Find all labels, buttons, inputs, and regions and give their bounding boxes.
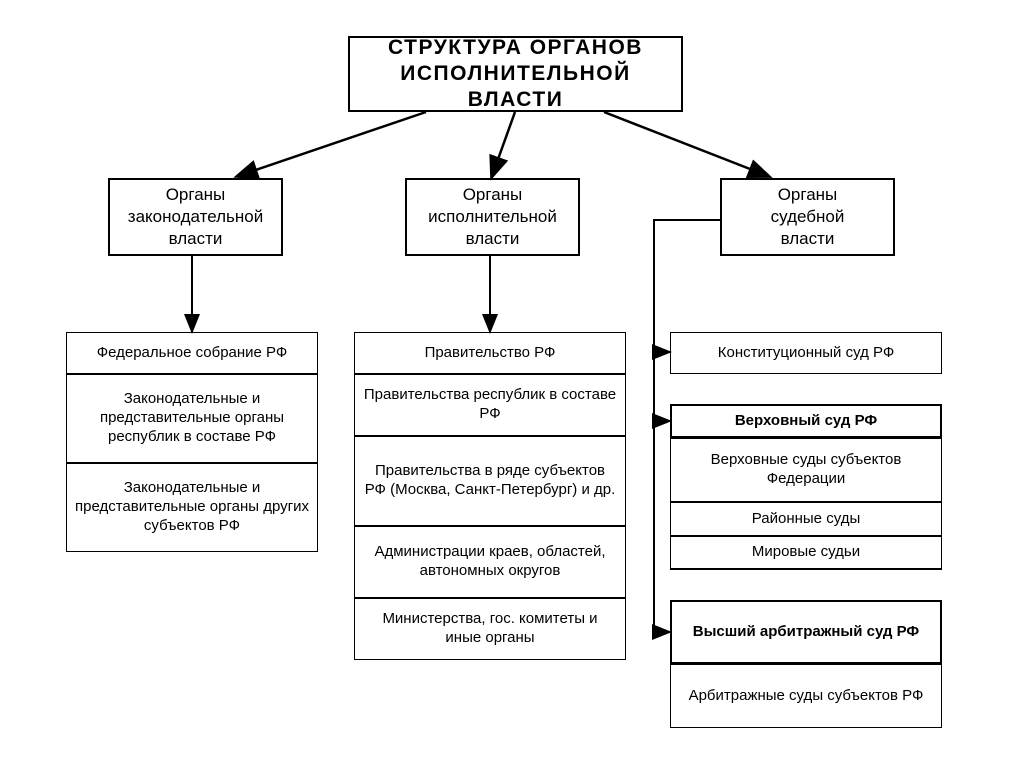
right-g3-cell-1: Арбитражные суды субъектов РФ [670,664,942,728]
center-cell-2: Правительства в ряде субъектов РФ (Москв… [354,436,626,526]
center-cell-2-text: Правительства в ряде субъектов РФ (Москв… [363,462,617,500]
right-g2-cell-3-text: Мировые судьи [752,543,860,562]
right-g1-cell-0: Конституционный суд РФ [670,332,942,374]
center-cell-0: Правительство РФ [354,332,626,374]
right-g2-cell-3: Мировые судьи [670,536,942,570]
branch-right: Органы судебной власти [720,178,895,256]
left-cell-2-text: Законодательные и представительные орган… [75,479,309,535]
title-box: СТРУКТУРА ОРГАНОВ ИСПОЛНИТЕЛЬНОЙ ВЛАСТИ [348,36,683,112]
title-line2: ИСПОЛНИТЕЛЬНОЙ ВЛАСТИ [400,62,630,111]
branch-right-l2: судебной [771,207,845,226]
branch-right-l3: власти [781,229,835,248]
left-cell-0: Федеральное собрание РФ [66,332,318,374]
org-chart: СТРУКТУРА ОРГАНОВ ИСПОЛНИТЕЛЬНОЙ ВЛАСТИ … [0,0,1024,767]
branch-left-l3: власти [169,229,223,248]
right-g2-cell-1: Верховные суды субъектов Федерации [670,438,942,502]
center-cell-4: Министерства, гос. комитеты и иные орган… [354,598,626,660]
branch-left-l2: законодательной [128,207,263,226]
left-cell-2: Законодательные и представительные орган… [66,463,318,552]
branch-center-l3: власти [466,229,520,248]
right-g2-cell-2-text: Районные суды [752,510,860,529]
right-g2-cell-0: Верховный суд РФ [670,404,942,438]
right-g3-cell-0: Высший арбитражный суд РФ [670,600,942,664]
left-cell-0-text: Федеральное собрание РФ [97,344,288,363]
left-cell-1: Законодательные и представительные орган… [66,374,318,463]
center-cell-4-text: Министерства, гос. комитеты и иные орган… [363,610,617,648]
center-cell-3-text: Администрации краев, областей, автономны… [363,543,617,581]
branch-center-l2: исполнительной [428,207,557,226]
branch-left: Органы законодательной власти [108,178,283,256]
left-cell-1-text: Законодательные и представительные орган… [75,390,309,446]
center-cell-1-text: Правительства республик в составе РФ [363,386,617,424]
right-g3-cell-1-text: Арбитражные суды субъектов РФ [689,687,924,706]
branch-center-l1: Органы [463,185,523,204]
right-g1-cell-0-text: Конституционный суд РФ [718,344,895,363]
branch-left-l1: Органы [166,185,226,204]
right-g3-cell-0-text: Высший арбитражный суд РФ [693,623,919,642]
center-cell-0-text: Правительство РФ [425,344,556,363]
right-g2-cell-2: Районные суды [670,502,942,536]
center-cell-3: Администрации краев, областей, автономны… [354,526,626,598]
center-cell-1: Правительства республик в составе РФ [354,374,626,436]
branch-right-l1: Органы [778,185,838,204]
right-g2-cell-0-text: Верховный суд РФ [735,412,877,431]
right-g2-cell-1-text: Верховные суды субъектов Федерации [679,451,933,489]
branch-center: Органы исполнительной власти [405,178,580,256]
title-line1: СТРУКТУРА ОРГАНОВ [388,36,643,59]
